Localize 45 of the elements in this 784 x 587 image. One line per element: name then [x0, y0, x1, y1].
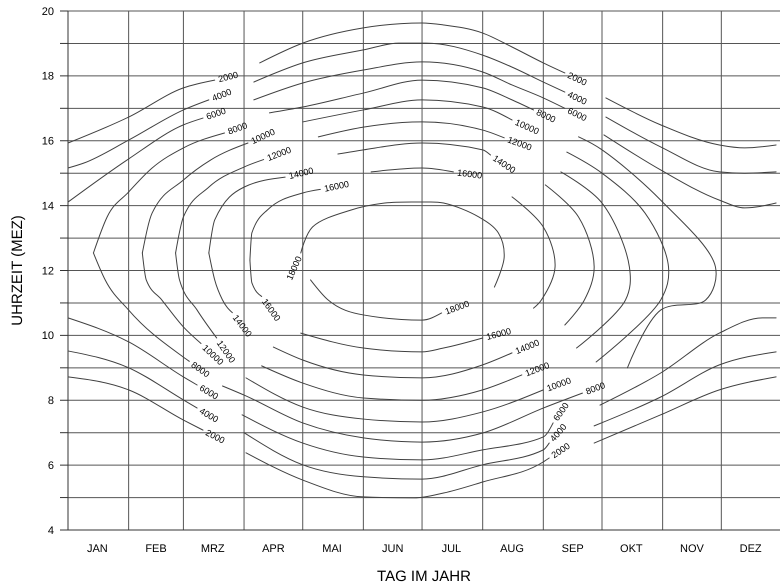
text: 6000	[198, 382, 220, 402]
x-tick-label: FEB	[145, 543, 167, 555]
text: 8000	[226, 120, 249, 137]
text: 2000	[566, 70, 588, 88]
x-tick-label: OKT	[620, 543, 643, 555]
y-tick-label: 8	[48, 395, 54, 408]
text: 6000	[566, 106, 588, 124]
x-axis-title: TAG IM JAHR	[377, 568, 472, 585]
y-tick-label: 4	[48, 524, 54, 537]
text: 18000	[444, 298, 471, 316]
x-tick-label: SEP	[562, 543, 584, 555]
text: 16000	[323, 178, 350, 194]
y-tick-label: 10	[42, 330, 54, 342]
text: 8000	[189, 360, 212, 380]
text: 8000	[584, 380, 607, 397]
text: 14000	[288, 165, 315, 182]
x-tick-label: JUN	[382, 543, 404, 555]
x-tick-label: DEZ	[740, 543, 762, 555]
x-tick-label: MRZ	[200, 543, 225, 555]
text: 6000	[204, 106, 228, 122]
text: 18000	[284, 254, 304, 282]
y-tick-label: 12	[42, 265, 54, 278]
text: 4000	[566, 89, 588, 107]
y-axis-title: UHRZEIT (MEZ)	[9, 215, 26, 326]
text: 2000	[204, 428, 226, 446]
text: 14000	[514, 337, 541, 356]
y-tick-label: 14	[42, 200, 54, 212]
y-tick-label: 20	[42, 6, 54, 18]
text: 4000	[210, 86, 233, 104]
text: 12000	[506, 134, 534, 153]
x-tick-label: NOV	[680, 543, 705, 555]
y-tick-label: 6	[48, 460, 54, 472]
x-tick-label: JAN	[86, 543, 108, 555]
text: 10000	[250, 126, 277, 146]
text: 2000	[217, 70, 240, 84]
x-tick-label: APR	[262, 543, 285, 555]
text: 16000	[456, 168, 483, 181]
text: 12000	[266, 144, 293, 163]
text: 4000	[198, 406, 220, 425]
x-tick-label: AUG	[500, 543, 524, 555]
x-tick-label: MAI	[322, 543, 342, 555]
x-tick-label: JUL	[442, 543, 462, 555]
text: 16000	[485, 326, 512, 342]
y-tick-label: 16	[42, 136, 54, 148]
y-tick-label: 18	[42, 70, 54, 83]
